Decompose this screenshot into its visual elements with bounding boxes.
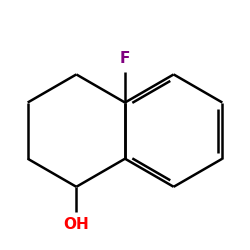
Text: F: F: [120, 51, 130, 66]
Text: OH: OH: [64, 216, 89, 232]
